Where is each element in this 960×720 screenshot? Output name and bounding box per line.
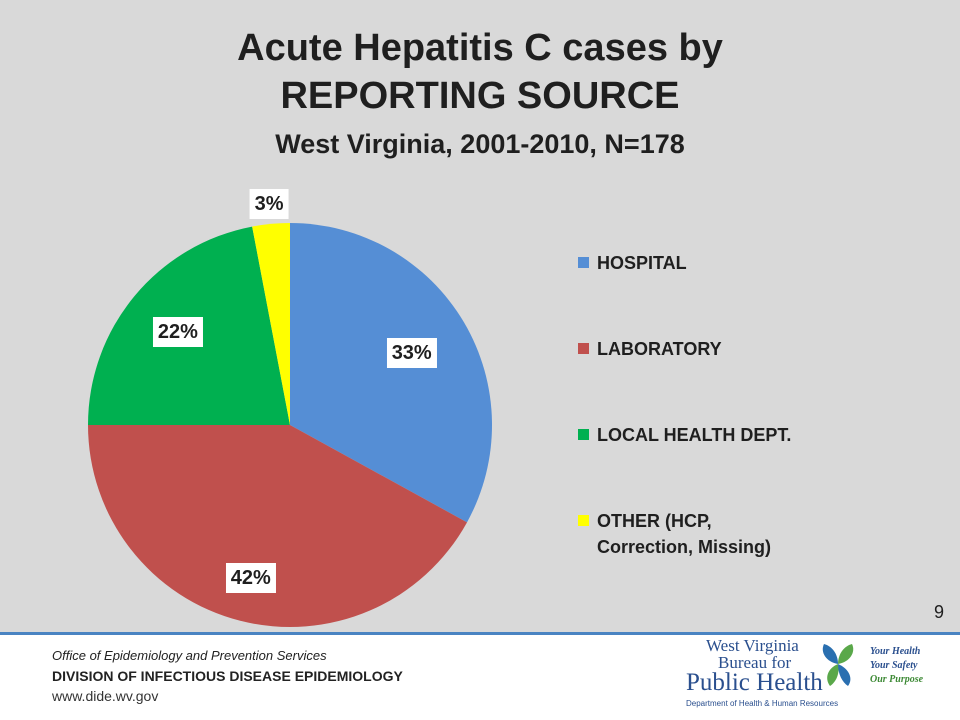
logo-tagline-3: Our Purpose — [870, 674, 924, 685]
legend-label: HOSPITAL — [597, 253, 687, 273]
legend-item: LABORATORY — [578, 336, 722, 362]
legend-swatch — [578, 515, 589, 526]
pie-slice-4 — [252, 223, 290, 425]
chart-title: Acute Hepatitis C cases by REPORTING SOU… — [0, 24, 960, 164]
logo-line-4: Department of Health & Human Resources — [686, 699, 839, 708]
wv-public-health-logo: West Virginia Bureau for Public Health D… — [684, 636, 954, 716]
logo-line-2: Bureau for — [718, 653, 792, 672]
legend-item: OTHER (HCP, Correction, Missing) — [578, 508, 771, 560]
leaf-emblem-icon — [822, 644, 854, 686]
legend-item: LOCAL HEALTH DEPT. — [578, 422, 791, 448]
footer-division: DIVISION OF INFECTIOUS DISEASE EPIDEMIOL… — [52, 668, 403, 684]
legend-label: OTHER (HCP, Correction, Missing) — [597, 511, 772, 557]
footer: Office of Epidemiology and Prevention Se… — [52, 646, 403, 706]
legend-swatch — [578, 257, 589, 268]
pie-data-label: 33% — [386, 338, 437, 369]
legend-swatch — [578, 343, 589, 354]
pie-slice-1 — [290, 223, 493, 523]
pie-data-label: 3% — [249, 188, 289, 219]
title-line-1: Acute Hepatitis C cases by — [237, 27, 723, 69]
page-number: 9 — [933, 602, 944, 622]
logo-line-1: West Virginia — [706, 636, 799, 655]
logo-tagline-2: Your Safety — [870, 660, 918, 671]
logo-tagline-1: Your Health — [870, 646, 921, 657]
footer-divider — [0, 632, 960, 635]
title-line-2: REPORTING SOURCE — [280, 75, 680, 117]
legend-label: LOCAL HEALTH DEPT. — [597, 425, 792, 445]
pie-data-label: 42% — [225, 562, 276, 593]
legend-swatch — [578, 429, 589, 440]
footer-url-link[interactable]: www.dide.wv.gov — [52, 688, 159, 704]
pie-chart — [88, 223, 493, 627]
legend-item: HOSPITAL — [578, 250, 687, 276]
footer-office: Office of Epidemiology and Prevention Se… — [52, 648, 327, 663]
chart-subtitle: West Virginia, 2001-2010, N=178 — [275, 129, 685, 159]
logo-line-3: Public Health — [686, 669, 823, 696]
pie-slice-2 — [88, 425, 468, 627]
legend-label: LABORATORY — [597, 339, 722, 359]
pie-data-label: 22% — [152, 317, 203, 348]
